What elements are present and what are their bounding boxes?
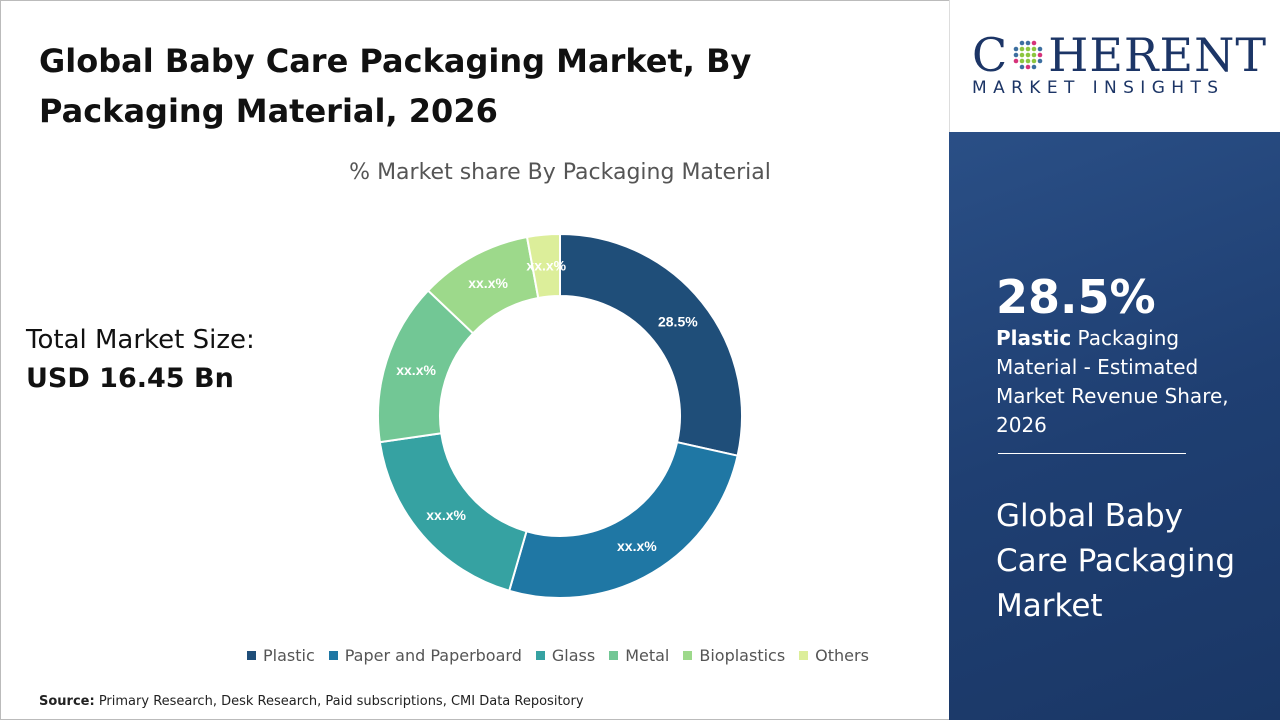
logo-wordmark: C HERENT xyxy=(972,28,1268,82)
highlight-desc-text: Packaging Material - Estimated Market Re… xyxy=(996,326,1229,437)
source-note: Source: Primary Research, Desk Research,… xyxy=(39,694,584,709)
highlight-description: Plastic Packaging Material - Estimated M… xyxy=(996,324,1266,440)
data-label: xx.x% xyxy=(468,275,508,291)
data-label: xx.x% xyxy=(426,507,466,523)
donut-chart: 28.5% xx.x% xx.x% xx.x% xx.x% xx.x% xyxy=(377,232,743,599)
legend-label: Plastic xyxy=(263,646,315,665)
globe-dots-icon xyxy=(1013,40,1043,70)
logo-tagline: MARKET INSIGHTS xyxy=(972,78,1225,98)
market-name: Global Baby Care Packaging Market xyxy=(996,498,1235,624)
legend-item: Metal xyxy=(609,646,669,665)
legend-item: Bioplastics xyxy=(683,646,785,665)
legend-label: Others xyxy=(815,646,869,665)
data-label: 28.5% xyxy=(658,314,698,330)
legend-swatch xyxy=(247,651,256,660)
total-market-value: USD 16.45 Bn xyxy=(26,363,234,394)
legend-swatch xyxy=(683,651,693,660)
data-label: xx.x% xyxy=(617,538,657,554)
chart-legend: Plastic Paper and Paperboard Glass Metal Bio… xyxy=(247,646,869,665)
legend-swatch xyxy=(799,651,809,660)
legend-item: Glass xyxy=(535,646,596,665)
legend-label: Paper and Paperboard xyxy=(344,646,522,665)
chart-title: % Market share By Packaging Material xyxy=(349,160,771,185)
company-logo: C HERENT MARKET INSIGHTS xyxy=(949,0,1280,132)
highlight-value: 28.5% xyxy=(996,270,1156,324)
legend-item: Others xyxy=(799,646,869,665)
data-label: xx.x% xyxy=(526,258,566,274)
slice-others xyxy=(525,232,561,300)
legend-item: Paper and Paperboard xyxy=(328,646,522,665)
source-text: Primary Research, Desk Research, Paid su… xyxy=(94,694,584,709)
legend-item: Plastic xyxy=(247,646,315,665)
highlight-panel: 28.5% Plastic Packaging Material - Estim… xyxy=(949,132,1280,720)
highlight-segment: Plastic xyxy=(996,326,1072,350)
divider xyxy=(998,453,1186,454)
data-label: xx.x% xyxy=(396,362,436,378)
legend-label: Metal xyxy=(625,646,670,665)
legend-swatch xyxy=(609,651,619,660)
legend-label: Glass xyxy=(551,646,596,665)
slice-paper-and-paperboard xyxy=(507,440,739,599)
source-label: Source: xyxy=(39,694,95,709)
total-market-label: Total Market Size: xyxy=(26,325,255,355)
slice-plastic xyxy=(559,232,743,457)
legend-label: Bioplastics xyxy=(699,646,786,665)
legend-swatch xyxy=(328,651,338,660)
legend-swatch xyxy=(535,651,545,660)
page-title: Global Baby Care Packaging Market, By Pa… xyxy=(39,42,752,130)
